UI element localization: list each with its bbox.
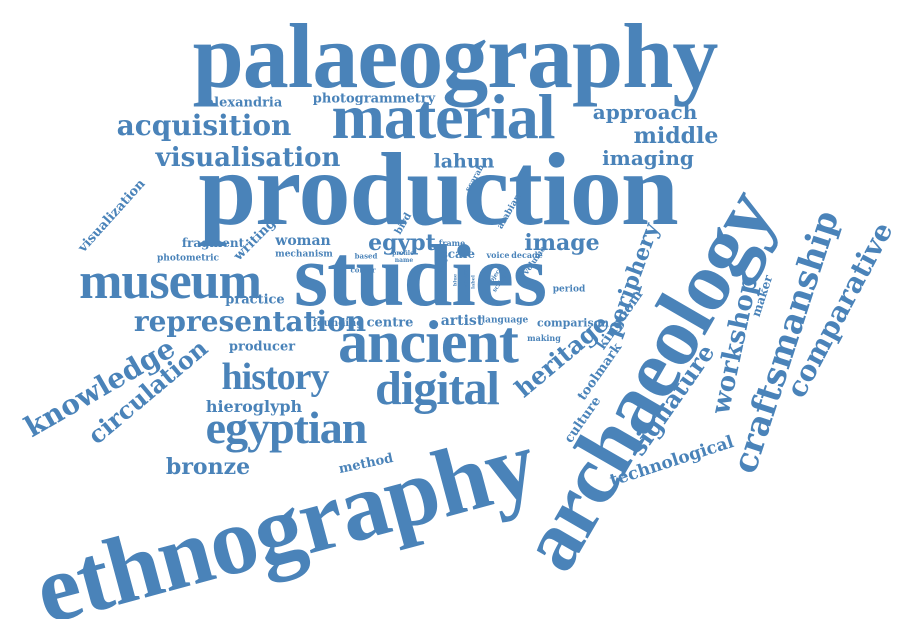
word-analysis: making (527, 333, 561, 343)
word-visualisation: bronze (165, 454, 251, 480)
word-bird: scale (440, 247, 476, 261)
word-volume: decade (511, 250, 543, 260)
word-circulation: visualisation (155, 143, 341, 173)
word-alexandria: photogrammetry (312, 91, 436, 107)
word-studies: studies (293, 228, 547, 325)
word-artist: artist (440, 313, 484, 329)
word-egyptian: egyptian (205, 402, 368, 453)
word-voice: name (394, 257, 414, 264)
word-practice: practice (225, 292, 285, 308)
word-periphery: middle (633, 123, 719, 149)
word-photometric: photometric (156, 253, 220, 264)
word-lahun: representation (133, 305, 367, 338)
word-label: analysis (462, 264, 469, 288)
word-egypt: egypt (368, 230, 436, 256)
word-hieroglyph: hieroglyph (205, 397, 303, 416)
word-centre: centre (366, 315, 414, 331)
word-digital: digital (375, 362, 500, 415)
word-signature: imaging (602, 146, 694, 170)
word-production: production (198, 132, 678, 247)
word-material: material (331, 81, 556, 152)
word-frame: frame (438, 238, 466, 248)
word-museum: museum (79, 253, 262, 310)
word-visualization: alexandria (205, 95, 283, 111)
word-focus: blue (452, 273, 459, 287)
word-decade: voice (486, 250, 510, 260)
word-founding: founding (312, 318, 364, 329)
word-palaeography: palaeography (192, 5, 719, 107)
word-heritage: approach (592, 100, 698, 124)
word-image: image (524, 230, 600, 256)
word-profile: colour (350, 265, 376, 275)
word-language: period (552, 284, 586, 295)
word-knowledge: acquisition (116, 109, 292, 142)
word-ancient: ancient (338, 309, 519, 375)
word-kingdom: comparison (537, 316, 609, 330)
word-fragment: fragment (181, 236, 245, 250)
word-blue: label (470, 275, 477, 289)
word-making: language (481, 315, 529, 326)
word-colour: based (354, 251, 378, 261)
word-producer: producer (228, 339, 296, 355)
word-photogrammetry: visualization (75, 176, 149, 256)
word-name: profile (392, 250, 414, 257)
word-woman: woman (275, 233, 331, 249)
word-mechanism: mechanism (275, 249, 333, 260)
word-history: history (221, 356, 330, 398)
word-workshop: lahun (433, 150, 495, 173)
